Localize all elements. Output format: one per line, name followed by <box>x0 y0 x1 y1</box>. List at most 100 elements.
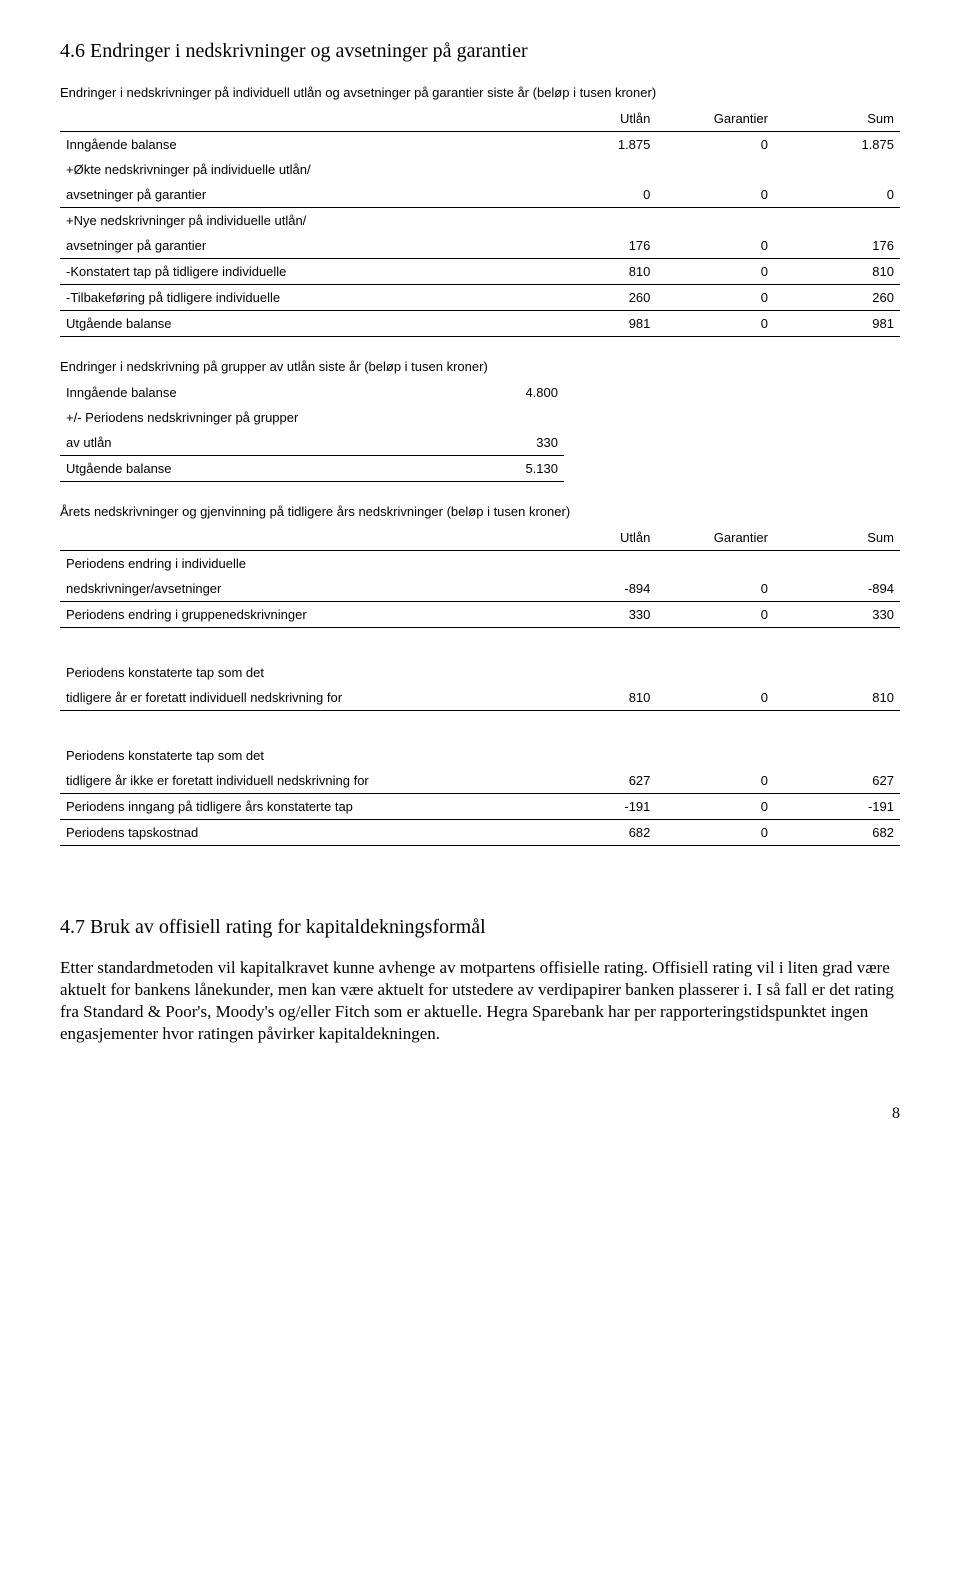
table-row: Periodens konstaterte tap som det <box>60 660 900 685</box>
header-utlan: Utlån <box>530 106 656 132</box>
cell-label: Inngående balanse <box>60 380 453 405</box>
table3-caption: Årets nedskrivninger og gjenvinning på t… <box>60 504 900 519</box>
cell-value: 682 <box>774 820 900 846</box>
cell-label: Periodens inngang på tidligere års konst… <box>60 794 530 820</box>
cell-label: Periodens konstaterte tap som det <box>60 743 530 768</box>
table-row: Periodens endring i individuelle <box>60 551 900 577</box>
table-row: avsetninger på garantier 176 0 176 <box>60 233 900 259</box>
header-sum: Sum <box>774 106 900 132</box>
cell-value: 0 <box>656 794 774 820</box>
cell-label: +Økte nedskrivninger på individuelle utl… <box>60 157 530 182</box>
cell-value: -191 <box>530 794 656 820</box>
table-row: avsetninger på garantier 0 0 0 <box>60 182 900 208</box>
table-row: Periodens endring i gruppenedskrivninger… <box>60 602 900 628</box>
cell-value: 0 <box>656 576 774 602</box>
cell-value: 0 <box>656 602 774 628</box>
cell-value: 5.130 <box>453 456 564 482</box>
cell-label: nedskrivninger/avsetninger <box>60 576 530 602</box>
table-row: +/- Periodens nedskrivninger på grupper <box>60 405 564 430</box>
cell-label: +/- Periodens nedskrivninger på grupper <box>60 405 453 430</box>
table1-caption: Endringer i nedskrivninger på individuel… <box>60 85 900 100</box>
cell-value: 981 <box>774 311 900 337</box>
cell-value: 0 <box>530 182 656 208</box>
cell-value: -894 <box>530 576 656 602</box>
table-row: Periodens inngang på tidligere års konst… <box>60 794 900 820</box>
cell-value: 0 <box>656 768 774 794</box>
cell-value: 627 <box>530 768 656 794</box>
header-garantier: Garantier <box>656 106 774 132</box>
cell-value: 0 <box>656 311 774 337</box>
table-row: Utgående balanse 5.130 <box>60 456 564 482</box>
cell-value: 330 <box>530 602 656 628</box>
cell-value: 682 <box>530 820 656 846</box>
table-row: Inngående balanse 4.800 <box>60 380 564 405</box>
table-row: tidligere år er foretatt individuell ned… <box>60 685 900 711</box>
cell-value: 981 <box>530 311 656 337</box>
table-row: Periodens tapskostnad 682 0 682 <box>60 820 900 846</box>
cell-value: 1.875 <box>530 132 656 158</box>
table-header-row: Utlån Garantier Sum <box>60 106 900 132</box>
cell-value: 810 <box>774 685 900 711</box>
cell-label: -Tilbakeføring på tidligere individuelle <box>60 285 530 311</box>
table-row: av utlån 330 <box>60 430 564 456</box>
cell-label: tidligere år er foretatt individuell ned… <box>60 685 530 711</box>
table-row: Utgående balanse 981 0 981 <box>60 311 900 337</box>
section-4-6-heading: 4.6 Endringer i nedskrivninger og avsetn… <box>60 40 900 63</box>
cell-value: 4.800 <box>453 380 564 405</box>
cell-value: 627 <box>774 768 900 794</box>
cell-value: 0 <box>656 685 774 711</box>
cell-label: av utlån <box>60 430 453 456</box>
header-blank <box>60 106 530 132</box>
cell-value: 330 <box>774 602 900 628</box>
header-utlan: Utlån <box>530 525 656 551</box>
cell-label: Inngående balanse <box>60 132 530 158</box>
cell-label: Utgående balanse <box>60 456 453 482</box>
table-row: -Tilbakeføring på tidligere individuelle… <box>60 285 900 311</box>
table-changes-group: Inngående balanse 4.800 +/- Periodens ne… <box>60 380 564 482</box>
header-garantier: Garantier <box>656 525 774 551</box>
table-yearly-writedowns: Utlån Garantier Sum Periodens endring i … <box>60 525 900 846</box>
page-number: 8 <box>60 1105 900 1123</box>
cell-value: 1.875 <box>774 132 900 158</box>
section-4-7-paragraph: Etter standardmetoden vil kapitalkravet … <box>60 957 900 1045</box>
cell-value: 0 <box>774 182 900 208</box>
cell-value: 0 <box>656 132 774 158</box>
table-row: Periodens konstaterte tap som det <box>60 743 900 768</box>
cell-label: Periodens endring i individuelle <box>60 551 530 577</box>
cell-value: 810 <box>530 685 656 711</box>
cell-label: -Konstatert tap på tidligere individuell… <box>60 259 530 285</box>
table-row: -Konstatert tap på tidligere individuell… <box>60 259 900 285</box>
cell-label: avsetninger på garantier <box>60 182 530 208</box>
cell-label: Utgående balanse <box>60 311 530 337</box>
header-blank <box>60 525 530 551</box>
table-row: +Nye nedskrivninger på individuelle utlå… <box>60 208 900 234</box>
cell-value: 0 <box>656 233 774 259</box>
cell-label: +Nye nedskrivninger på individuelle utlå… <box>60 208 530 234</box>
cell-label: avsetninger på garantier <box>60 233 530 259</box>
table-row: tidligere år ikke er foretatt individuel… <box>60 768 900 794</box>
cell-value: -191 <box>774 794 900 820</box>
header-sum: Sum <box>774 525 900 551</box>
cell-value: 330 <box>453 430 564 456</box>
cell-value: 810 <box>530 259 656 285</box>
cell-value: -894 <box>774 576 900 602</box>
cell-value: 176 <box>774 233 900 259</box>
cell-label: Periodens tapskostnad <box>60 820 530 846</box>
cell-label: tidligere år ikke er foretatt individuel… <box>60 768 530 794</box>
section-4-7-heading: 4.7 Bruk av offisiell rating for kapital… <box>60 916 900 939</box>
cell-value: 0 <box>656 259 774 285</box>
cell-value: 0 <box>656 182 774 208</box>
table-row: nedskrivninger/avsetninger -894 0 -894 <box>60 576 900 602</box>
table-header-row: Utlån Garantier Sum <box>60 525 900 551</box>
cell-value: 176 <box>530 233 656 259</box>
cell-label: Periodens konstaterte tap som det <box>60 660 530 685</box>
cell-value: 0 <box>656 820 774 846</box>
cell-value: 260 <box>530 285 656 311</box>
table-row: Inngående balanse 1.875 0 1.875 <box>60 132 900 158</box>
cell-value: 810 <box>774 259 900 285</box>
cell-label: Periodens endring i gruppenedskrivninger <box>60 602 530 628</box>
table-row: +Økte nedskrivninger på individuelle utl… <box>60 157 900 182</box>
table2-caption: Endringer i nedskrivning på grupper av u… <box>60 359 900 374</box>
table-gap-row <box>60 711 900 744</box>
cell-value: 260 <box>774 285 900 311</box>
